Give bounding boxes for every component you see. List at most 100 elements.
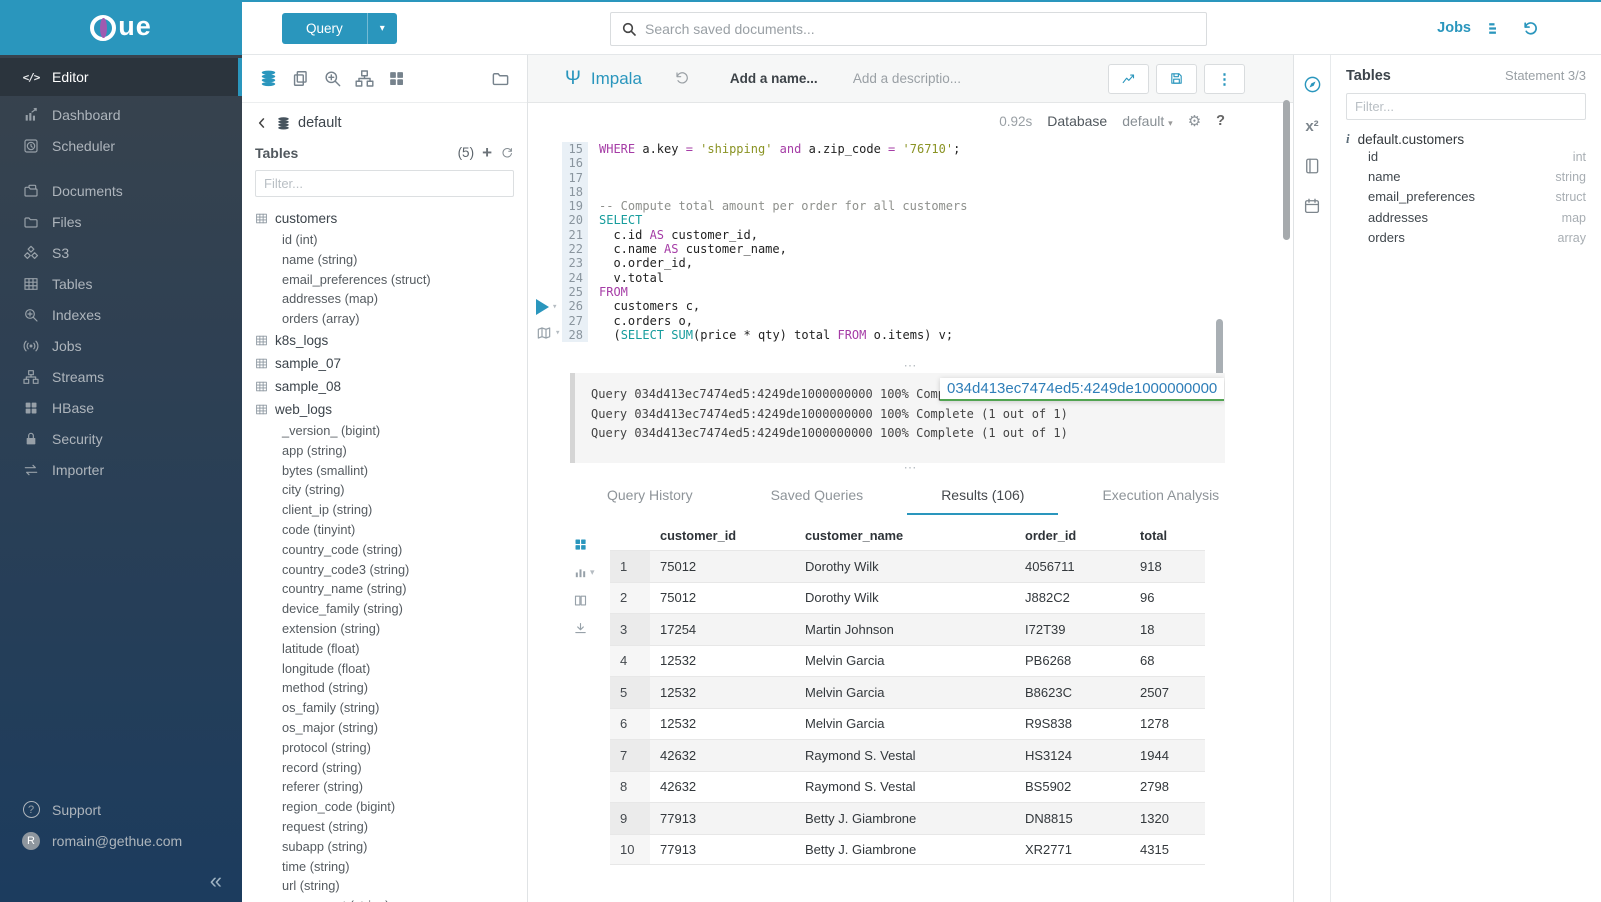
tree-column[interactable]: code (tinyint) [282, 521, 356, 537]
right-filter-input[interactable] [1346, 93, 1586, 120]
explain-dropdown-button[interactable]: ▾ [536, 325, 560, 341]
column-header-total[interactable]: total [1140, 528, 1168, 543]
sidebar-item-editor[interactable]: </> Editor [0, 58, 242, 96]
tree-column[interactable]: os_family (string) [282, 700, 380, 716]
tree-column[interactable]: device_family (string) [282, 601, 403, 617]
sidebar-item-s3[interactable]: S3 [0, 237, 242, 268]
tree-column[interactable]: subapp (string) [282, 838, 368, 854]
log-resize-handle[interactable]: ⋯ [903, 358, 918, 373]
sidebar-item-dashboard[interactable]: Dashboard [0, 99, 242, 130]
panel-scrollbar[interactable] [1283, 100, 1290, 240]
tab-execution-analysis[interactable]: Execution Analysis [1102, 487, 1220, 503]
query-dropdown-caret[interactable]: ▾ [366, 12, 397, 44]
tree-table-sample_07[interactable]: sample_07 [255, 352, 514, 375]
tree-column[interactable]: addresses (map) [282, 291, 379, 307]
right-column-addresses[interactable]: addresses map [1346, 208, 1586, 228]
right-column-email_preferences[interactable]: email_preferences struct [1346, 187, 1586, 207]
tree-column[interactable]: country_code (string) [282, 541, 403, 557]
tab-saved-queries[interactable]: Saved Queries [770, 487, 864, 503]
column-header-customer_id[interactable]: customer_id [660, 528, 737, 543]
chart-settings-button[interactable] [1108, 63, 1149, 94]
sidebar-item-hbase[interactable]: HBase [0, 392, 242, 423]
sql-code-editor[interactable]: 15 WHERE a.key = 'shipping' and a.zip_cod… [528, 139, 1293, 437]
execute-button[interactable]: ▾ [536, 299, 560, 315]
tree-column[interactable]: bytes (smallint) [282, 462, 369, 478]
sidebar-item-tables[interactable]: Tables [0, 268, 242, 299]
query-name-input[interactable] [729, 71, 835, 86]
new-query-button[interactable]: Query ▾ [282, 12, 397, 44]
active-table-row[interactable]: i default.customers [1346, 131, 1586, 147]
results-resize-handle[interactable]: ⋯ [903, 460, 918, 475]
query-description-input[interactable] [852, 71, 973, 86]
bar-chart-icon[interactable]: ▾ [573, 565, 610, 580]
tree-column[interactable]: referer (string) [282, 779, 364, 795]
tab-query-history[interactable]: Query History [607, 487, 693, 503]
tree-column[interactable]: client_ip (string) [282, 502, 373, 518]
tree-column[interactable]: extension (string) [282, 620, 381, 636]
tree-table-customers[interactable]: customers [255, 207, 514, 230]
tree-column[interactable]: name (string) [282, 251, 358, 267]
tree-column[interactable]: url (string) [282, 878, 340, 894]
settings-gear-icon[interactable]: ⚙ [1187, 113, 1202, 130]
tree-column[interactable]: method (string) [282, 680, 369, 696]
book-icon[interactable] [1303, 155, 1321, 176]
tree-table-k8s_logs[interactable]: k8s_logs [255, 329, 514, 352]
tree-column[interactable]: protocol (string) [282, 739, 371, 755]
back-chevron-icon[interactable] [255, 116, 269, 130]
sidebar-item-documents[interactable]: Documents [0, 175, 242, 206]
tree-column[interactable]: _version_ (bigint) [282, 422, 381, 438]
tree-column[interactable]: record (string) [282, 759, 362, 775]
query-button-label[interactable]: Query [306, 20, 343, 36]
tree-column[interactable]: email_preferences (struct) [282, 271, 431, 287]
tree-column[interactable]: app (string) [282, 442, 347, 458]
compass-icon[interactable] [1303, 74, 1322, 96]
sidebar-item-security[interactable]: Security [0, 423, 242, 454]
database-selector[interactable]: default ▾ [1122, 113, 1173, 129]
zoom-in-icon[interactable] [323, 69, 342, 88]
add-table-icon[interactable]: + [482, 143, 492, 162]
tree-column[interactable]: os_major (string) [282, 719, 379, 735]
sidebar-item-support[interactable]: ? Support [0, 794, 242, 825]
sidebar-collapse-button[interactable]: « [209, 868, 222, 893]
right-column-name[interactable]: name string [1346, 167, 1586, 187]
tree-column[interactable]: city (string) [282, 482, 345, 498]
calendar-icon[interactable] [1303, 195, 1321, 216]
sidebar-item-user[interactable]: R romain@gethue.com [0, 825, 242, 856]
tree-table-web_logs[interactable]: web_logs [255, 398, 514, 421]
tree-column[interactable]: request (string) [282, 818, 369, 834]
tab-results-106-[interactable]: Results (106) [907, 477, 1059, 515]
help-icon[interactable]: ? [1216, 113, 1225, 129]
table-filter-input[interactable] [255, 170, 514, 197]
tree-column[interactable]: time (string) [282, 858, 350, 874]
folder-icon[interactable] [491, 69, 510, 88]
sidebar-item-indexes[interactable]: Indexes [0, 299, 242, 330]
download-icon[interactable] [573, 621, 610, 636]
tree-column[interactable]: orders (array) [282, 311, 360, 327]
tree-column[interactable]: latitude (float) [282, 640, 360, 656]
grid-icon[interactable] [573, 537, 610, 552]
query-id-link[interactable]: 034d413ec7474ed5:4249de1000000000 [940, 378, 1225, 401]
database-breadcrumb[interactable]: default [255, 115, 514, 131]
sidebar-item-streams[interactable]: Streams [0, 361, 242, 392]
save-query-button[interactable] [1156, 63, 1197, 94]
jobs-link[interactable]: Jobs [1437, 20, 1496, 37]
refresh-icon[interactable] [500, 146, 514, 160]
hue-logo[interactable]: ue [0, 0, 242, 55]
sidebar-item-files[interactable]: Files [0, 206, 242, 237]
functions-icon[interactable]: x² [1305, 118, 1319, 135]
database-icon[interactable] [259, 69, 278, 88]
sidebar-item-scheduler[interactable]: Scheduler [0, 130, 242, 161]
search-input[interactable] [645, 21, 1196, 37]
right-column-orders[interactable]: orders array [1346, 228, 1586, 248]
copy-icon[interactable] [291, 69, 310, 88]
sidebar-item-jobs[interactable]: Jobs [0, 330, 242, 361]
grid-icon[interactable] [387, 69, 406, 88]
tree-column[interactable]: region_code (bigint) [282, 799, 396, 815]
right-column-id[interactable]: id int [1346, 147, 1586, 167]
columns-icon[interactable] [573, 593, 610, 608]
tree-table-sample_08[interactable]: sample_08 [255, 375, 514, 398]
sitemap-icon[interactable] [355, 69, 374, 88]
snippet-history-icon[interactable] [674, 70, 690, 88]
column-header-customer_name[interactable]: customer_name [805, 528, 904, 543]
sidebar-item-importer[interactable]: Importer [0, 454, 242, 485]
